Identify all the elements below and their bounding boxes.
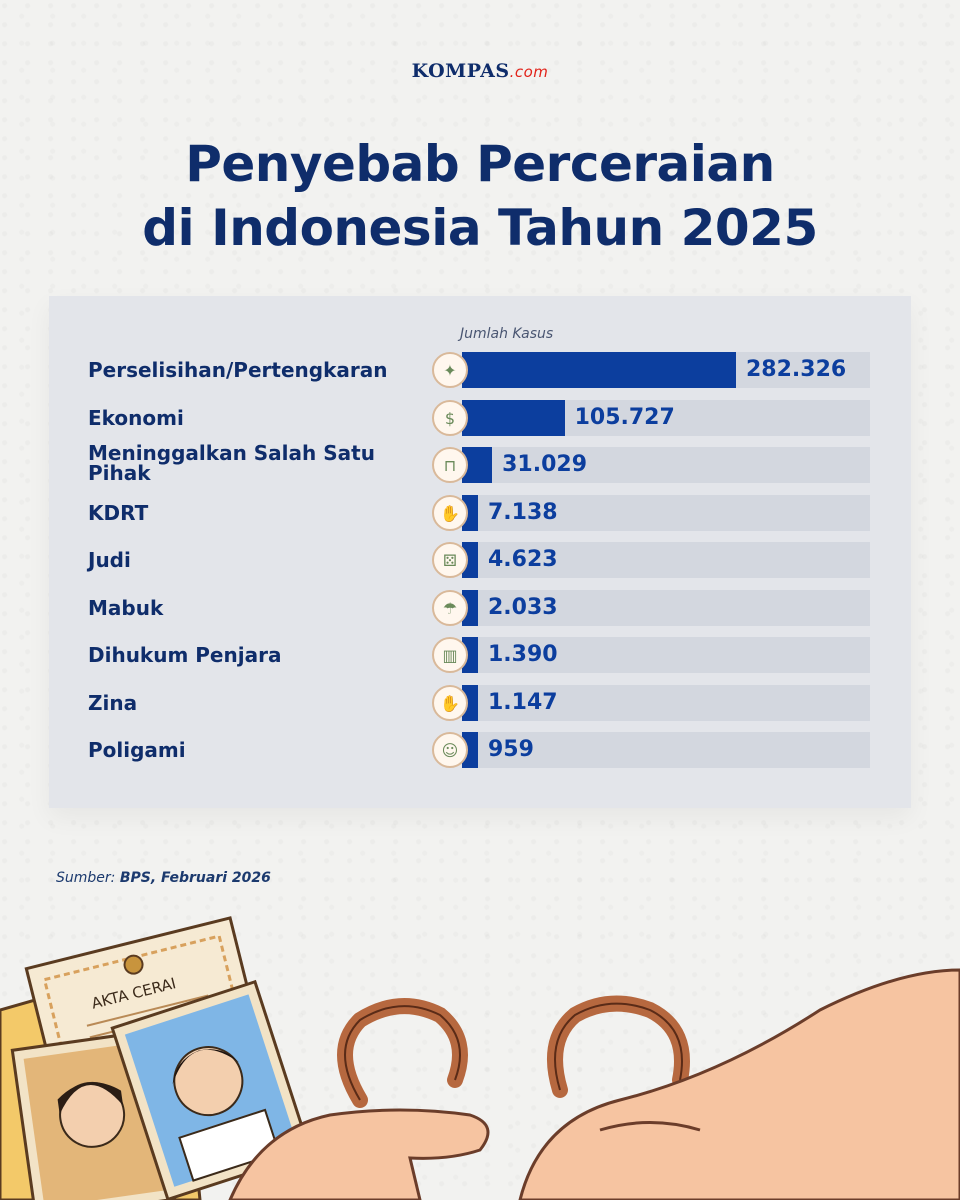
- bar-track: 4.623: [462, 542, 870, 578]
- bar: [462, 352, 736, 388]
- argument-icon: ✦: [432, 352, 468, 388]
- bar-row: Poligami 959 ☺: [0, 732, 960, 768]
- source-text: BPS, Februari 2026: [119, 870, 271, 886]
- value-label: 1.147: [488, 690, 558, 715]
- bar-row: Zina 1.147 ✋: [0, 685, 960, 721]
- bar-row: Ekonomi 105.727 $: [0, 400, 960, 436]
- polygamy-icon: ☺: [432, 732, 468, 768]
- violence-icon: ✋: [432, 495, 468, 531]
- category-label: Perselisihan/Pertengkaran: [88, 358, 388, 382]
- value-label: 105.727: [574, 405, 675, 430]
- handshake-icon: ✋: [432, 685, 468, 721]
- category-label: Zina: [88, 691, 138, 715]
- bar-row: Perselisihan/Pertengkaran 282.326 ✦: [0, 352, 960, 388]
- divorce-illustration: AKTA CERAI: [0, 916, 960, 1200]
- bar-track: 105.727: [462, 400, 870, 436]
- bar-track: 959: [462, 732, 870, 768]
- title-line-2: di Indonesia Tahun 2025: [142, 199, 818, 257]
- bar: [462, 400, 565, 436]
- right-hand: [518, 968, 960, 1200]
- photo-man: [110, 979, 313, 1200]
- value-label: 2.033: [488, 595, 558, 620]
- drunk-icon: ☂: [432, 590, 468, 626]
- source-note: Sumber: BPS, Februari 2026: [56, 870, 271, 886]
- left-hand: [228, 1108, 490, 1200]
- bar-track: 7.138: [462, 495, 870, 531]
- category-label: Judi: [88, 548, 131, 572]
- jail-icon: ▥: [432, 637, 468, 673]
- axis-caption: Jumlah Kasus: [460, 326, 554, 342]
- category-label: Poligami: [88, 738, 186, 762]
- category-label: KDRT: [88, 501, 149, 525]
- value-label: 4.623: [488, 547, 558, 572]
- money-icon: $: [432, 400, 468, 436]
- bar-track: 1.147: [462, 685, 870, 721]
- bar-track: 2.033: [462, 590, 870, 626]
- value-label: 282.326: [746, 357, 847, 382]
- category-label: Meninggalkan Salah Satu Pihak: [88, 441, 375, 485]
- brand-suffix: .com: [509, 63, 549, 81]
- bar-track: 1.390: [462, 637, 870, 673]
- value-label: 7.138: [488, 500, 558, 525]
- value-label: 959: [488, 737, 534, 762]
- dice-icon: ⚄: [432, 542, 468, 578]
- source-prefix: Sumber:: [56, 870, 120, 886]
- bar-row: KDRT 7.138 ✋: [0, 495, 960, 531]
- value-label: 1.390: [488, 642, 558, 667]
- brand-logo: KOMPAS.com: [0, 60, 960, 82]
- category-label: Mabuk: [88, 596, 164, 620]
- bar-row: Dihukum Penjara 1.390 ▥: [0, 637, 960, 673]
- page-title: Penyebab Perceraian di Indonesia Tahun 2…: [0, 132, 960, 260]
- value-label: 31.029: [502, 452, 588, 477]
- category-label: Dihukum Penjara: [88, 643, 282, 667]
- category-label: Ekonomi: [88, 406, 184, 430]
- bar-row: Meninggalkan Salah Satu Pihak 31.029 ⊓: [0, 443, 960, 483]
- bar-track: 282.326: [462, 352, 870, 388]
- garuda-emblem-icon: [123, 954, 144, 975]
- bar-row: Mabuk 2.033 ☂: [0, 590, 960, 626]
- door-icon: ⊓: [432, 447, 468, 483]
- bar-track: 31.029: [462, 447, 870, 483]
- bar-row: Judi 4.623 ⚄: [0, 542, 960, 578]
- brand-name: KOMPAS: [411, 60, 510, 82]
- title-line-1: Penyebab Perceraian: [185, 135, 775, 193]
- broken-ring-left: [337, 998, 468, 1108]
